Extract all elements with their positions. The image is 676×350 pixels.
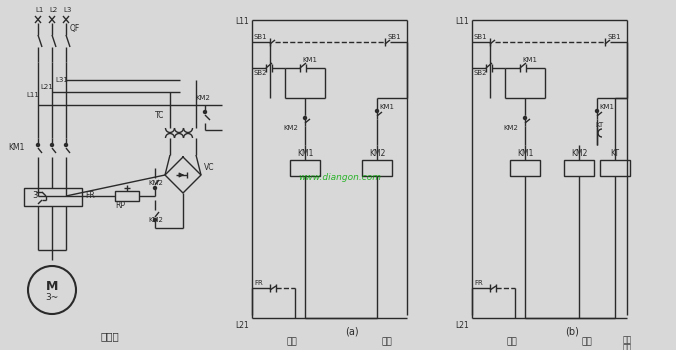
Text: KM2: KM2 [571,148,587,158]
Text: KT: KT [610,148,619,158]
Text: SB1: SB1 [254,34,268,40]
Text: SB2: SB2 [254,70,268,76]
Text: L11: L11 [235,18,249,27]
Text: KM1: KM1 [599,104,614,110]
Text: KM1: KM1 [8,144,24,153]
Text: FR: FR [254,280,263,286]
Bar [290,160,320,176]
Text: 主电路: 主电路 [101,331,120,341]
Circle shape [64,144,68,147]
Text: M: M [46,280,58,293]
Text: 制动: 制动 [382,337,392,346]
Circle shape [153,187,157,189]
Bar [600,160,630,176]
Circle shape [523,117,527,119]
Text: KM1: KM1 [297,148,313,158]
Text: KT: KT [595,122,603,128]
Text: KM1: KM1 [302,57,317,63]
Bar [24,188,82,206]
Text: KM2: KM2 [283,125,298,131]
Circle shape [153,218,157,222]
Text: L2: L2 [49,7,57,13]
Text: KM1: KM1 [517,148,533,158]
Circle shape [51,144,53,147]
Text: RP: RP [115,201,125,210]
Text: L21: L21 [235,322,249,330]
Text: KM2: KM2 [148,180,163,186]
Text: L11: L11 [455,18,468,27]
Text: 运行: 运行 [287,337,297,346]
Circle shape [596,110,598,112]
Text: 运行: 运行 [506,337,517,346]
Text: SB1: SB1 [474,34,487,40]
Bar [564,160,594,176]
Text: KM1: KM1 [522,57,537,63]
Circle shape [203,111,206,113]
Text: SB1: SB1 [388,34,402,40]
Text: L21: L21 [40,84,53,90]
Text: 3~: 3~ [45,293,59,301]
Text: QF: QF [70,23,80,33]
Text: www.diangon.com: www.diangon.com [299,174,381,182]
Text: 3: 3 [32,191,37,201]
Text: KM2: KM2 [369,148,385,158]
Text: SB1: SB1 [608,34,622,40]
Text: KM2: KM2 [148,217,163,223]
Text: (b): (b) [565,327,579,337]
Circle shape [304,117,306,119]
Text: FR: FR [474,280,483,286]
Text: (a): (a) [345,327,359,337]
Text: 制动: 制动 [623,336,631,344]
Circle shape [37,144,39,147]
Text: TC: TC [155,111,164,119]
Text: L21: L21 [455,322,468,330]
Text: 时间: 时间 [623,343,631,350]
Bar [362,160,392,176]
Circle shape [375,110,379,112]
Text: KM2: KM2 [503,125,518,131]
Text: FR: FR [85,191,95,201]
Text: L3: L3 [63,7,72,13]
Text: SB2: SB2 [474,70,487,76]
Text: L1: L1 [35,7,43,13]
Text: L11: L11 [26,92,39,98]
Text: KM1: KM1 [379,104,394,110]
Bar [115,191,139,201]
Text: KM2: KM2 [195,95,210,101]
Text: 制动: 制动 [581,337,592,346]
Text: VC: VC [204,163,214,173]
Bar [510,160,540,176]
Text: L31: L31 [55,77,68,83]
Circle shape [28,266,76,314]
